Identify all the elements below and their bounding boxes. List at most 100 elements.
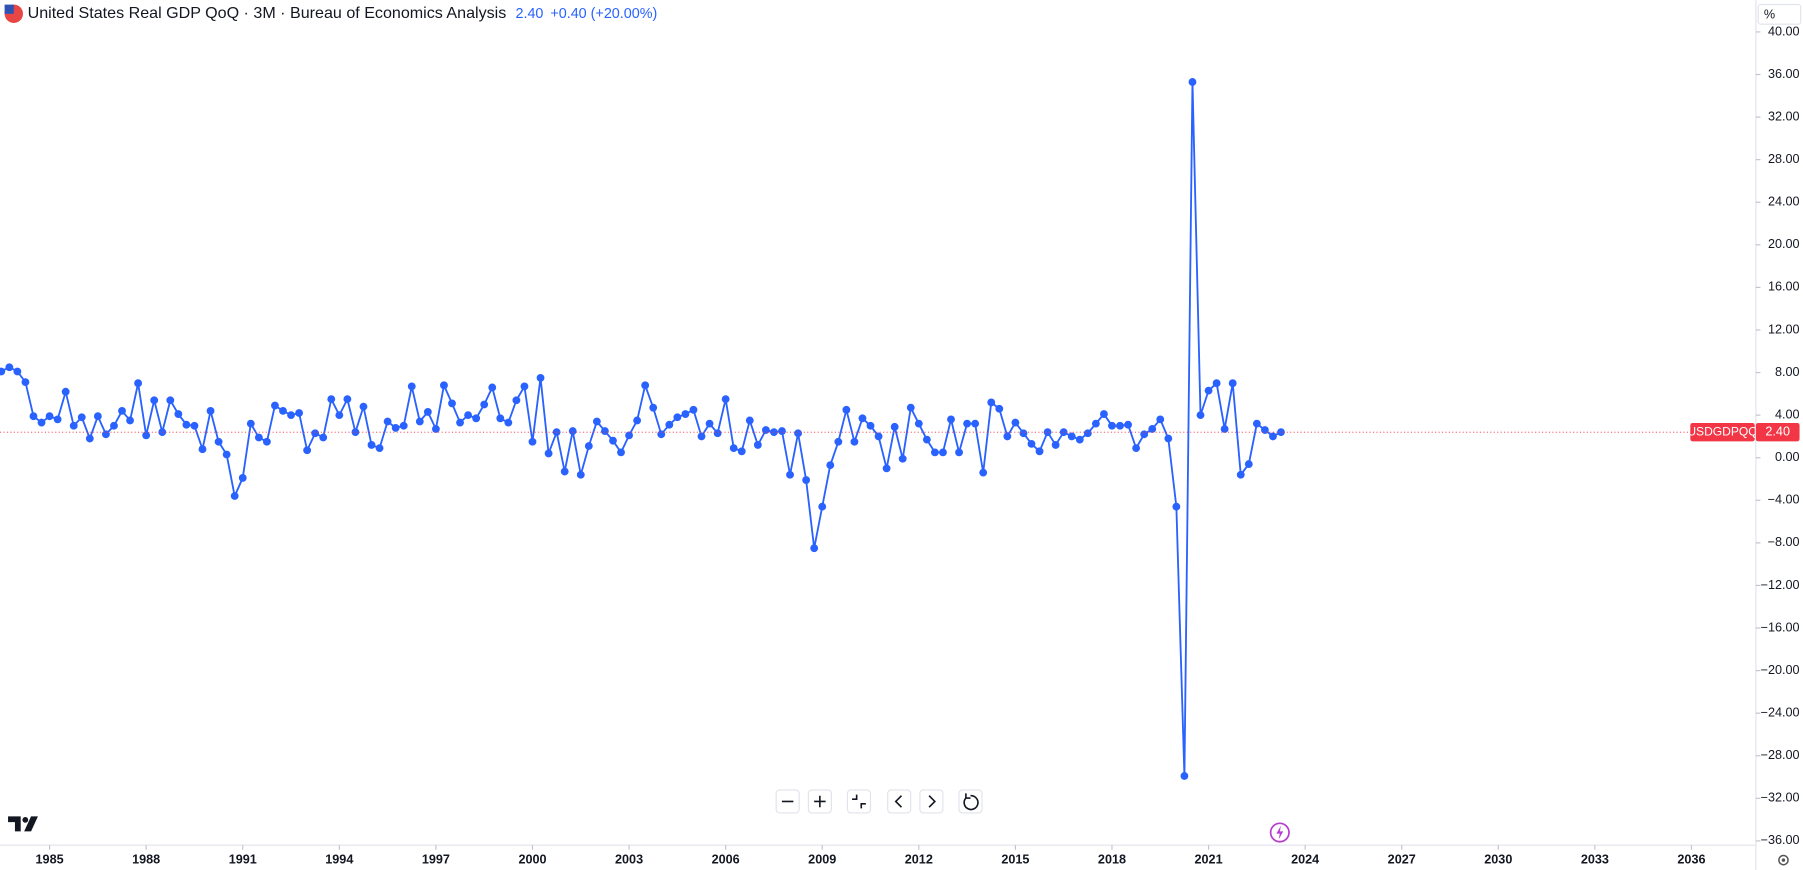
data-point (1228, 379, 1237, 388)
y-tick-label: 4.00 (1775, 407, 1800, 421)
data-point (858, 414, 867, 423)
unit-box[interactable] (1757, 4, 1802, 25)
data-point (882, 464, 891, 473)
y-tick-label: 12.00 (1768, 322, 1800, 336)
data-point (496, 414, 505, 423)
data-point (1172, 502, 1181, 511)
data-point (391, 423, 400, 432)
data-point (367, 441, 376, 449)
reset-button[interactable] (958, 789, 983, 814)
data-point (850, 437, 859, 446)
data-point (431, 425, 440, 433)
symbol-tag (1690, 422, 1755, 442)
data-point (174, 410, 183, 418)
data-point (898, 454, 907, 463)
plot-area (0, 78, 1756, 780)
data-point (552, 428, 561, 437)
data-point (979, 468, 988, 477)
header-value: 2.40 (515, 6, 543, 22)
y-tick-label: 36.00 (1768, 67, 1800, 81)
y-tick-label: −12.00 (1761, 578, 1800, 592)
y-tick-label: −16.00 (1761, 620, 1800, 634)
data-point (359, 402, 368, 411)
header: United States Real GDP QoQ · 3M · Bureau… (28, 4, 658, 22)
data-point (576, 470, 585, 479)
data-point (601, 427, 609, 436)
data-point (295, 409, 303, 417)
data-point (1260, 426, 1269, 434)
symbol-label: USDGDPQQ (1687, 424, 1757, 438)
unit-label: % (1764, 7, 1775, 21)
data-point (423, 408, 432, 416)
data-point (818, 502, 827, 511)
data-point (1212, 379, 1221, 388)
data-point (713, 429, 722, 438)
data-point (649, 403, 658, 412)
y-tick-label: −20.00 (1761, 663, 1800, 677)
settings-icon[interactable] (1778, 854, 1789, 866)
data-point (1027, 439, 1036, 448)
data-point (1083, 429, 1092, 438)
data-point (1196, 411, 1205, 420)
x-tick-label: 2033 (1581, 852, 1609, 866)
data-point (0, 367, 6, 376)
data-point (1204, 386, 1213, 395)
data-point (440, 381, 448, 390)
data-point (214, 437, 223, 446)
data-point (947, 415, 955, 424)
data-point (375, 444, 384, 453)
data-point (761, 426, 770, 434)
y-tick-label: −24.00 (1761, 706, 1800, 720)
x-tick-label: 2003 (615, 852, 643, 866)
zoom-in-button[interactable] (807, 789, 832, 814)
data-point (536, 373, 545, 382)
data-point (383, 417, 392, 426)
data-point (625, 431, 633, 440)
data-point (343, 395, 352, 404)
data-point (13, 367, 22, 376)
data-point (914, 419, 923, 428)
data-point (1011, 418, 1020, 427)
data-point (69, 421, 78, 430)
data-point (745, 416, 754, 425)
flag-icon (4, 4, 23, 24)
data-point (1148, 425, 1157, 433)
data-point (786, 470, 794, 479)
data-point (842, 405, 851, 414)
data-point (955, 448, 963, 457)
reset-zoom-button[interactable] (846, 789, 872, 814)
data-point (737, 447, 746, 456)
data-point (142, 431, 151, 440)
x-tick-label: 2009 (808, 852, 836, 866)
x-tick-label: 2030 (1484, 852, 1512, 866)
data-point (1124, 420, 1132, 429)
y-tick-label: 40.00 (1768, 24, 1800, 38)
data-point (190, 421, 199, 430)
data-point (311, 429, 320, 438)
scroll-right-button[interactable] (919, 789, 944, 814)
data-point (1140, 430, 1149, 439)
data-point (93, 412, 102, 421)
y-tick-label: 24.00 (1768, 195, 1800, 209)
chart-title: United States Real GDP QoQ · 3M · Bureau… (28, 4, 507, 22)
data-point (61, 387, 70, 396)
data-point (134, 379, 143, 388)
data-point (1043, 428, 1052, 437)
data-point (721, 395, 730, 404)
x-tick-label: 1991 (229, 852, 257, 866)
zoom-out-button[interactable] (775, 789, 800, 814)
data-point (1035, 447, 1044, 456)
data-point (77, 413, 86, 422)
scroll-left-button[interactable] (887, 789, 912, 814)
data-point (770, 428, 778, 437)
y-tick-label: −8.00 (1768, 535, 1800, 549)
data-point (826, 461, 835, 470)
data-point (262, 437, 271, 446)
x-tick-label: 2015 (1001, 852, 1029, 866)
lightning-icon[interactable] (1269, 822, 1290, 843)
data-point (407, 382, 416, 391)
data-point (1236, 470, 1245, 479)
data-point (729, 444, 738, 453)
